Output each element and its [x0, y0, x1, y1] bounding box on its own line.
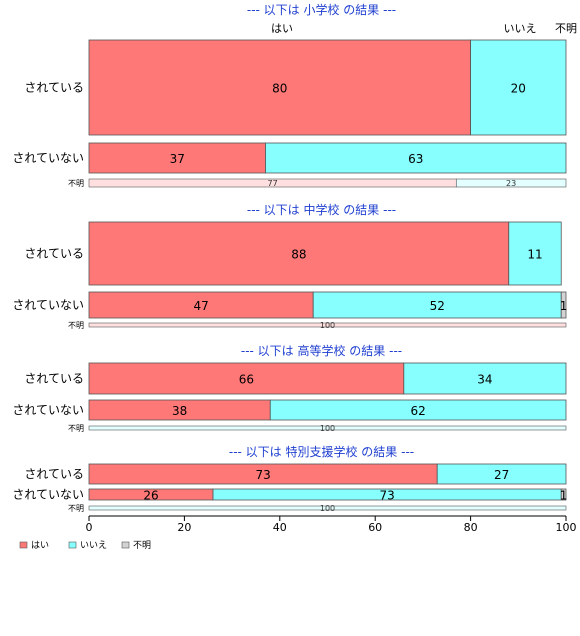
data-label: 73	[255, 468, 270, 482]
data-label: 1	[560, 299, 568, 313]
legend-label: いいえ	[80, 540, 107, 551]
bar-segment	[265, 142, 567, 174]
bar-segment	[88, 221, 510, 286]
data-label: 34	[477, 373, 492, 387]
row-label: 不明	[68, 321, 84, 330]
header-iie: いいえ	[504, 22, 537, 35]
data-label: 20	[511, 82, 526, 96]
bar-segment	[560, 488, 567, 501]
legend-swatch	[19, 541, 28, 549]
legend-swatch	[68, 541, 77, 549]
row-label: 不明	[68, 179, 84, 188]
data-label: 100	[320, 321, 335, 330]
row-label: されている	[24, 467, 84, 481]
bar-segment	[88, 142, 266, 174]
data-label: 47	[193, 299, 208, 313]
row-label: されている	[24, 247, 84, 261]
data-label: 62	[410, 404, 425, 418]
data-label: 26	[143, 489, 158, 503]
legend-label: はい	[31, 540, 49, 551]
bar-segment	[403, 362, 567, 395]
header-hai: はい	[271, 22, 293, 35]
data-label: 11	[527, 248, 542, 262]
data-label: 23	[506, 179, 516, 188]
panel-title: --- 以下は 特別支援学校 の結果 ---	[229, 444, 414, 459]
panel-title: --- 以下は 高等学校 の結果 ---	[241, 343, 402, 358]
header-fumei: 不明	[555, 22, 577, 35]
panel-title: --- 以下は 中学校 の結果 ---	[247, 202, 396, 217]
x-tick-label: 100	[556, 521, 577, 534]
bar-segment	[470, 39, 567, 136]
bar-segment	[88, 322, 567, 328]
data-label: 1	[560, 489, 568, 503]
bar-segment	[88, 39, 472, 136]
data-label: 100	[320, 504, 335, 513]
x-tick-label: 80	[464, 521, 478, 534]
row-label: 不明	[68, 424, 84, 433]
bar-segment	[436, 463, 567, 485]
row-label: されていない	[12, 403, 84, 417]
data-label: 38	[172, 404, 187, 418]
row-label: されている	[24, 372, 84, 386]
bar-segment	[560, 291, 567, 319]
panel-title: --- 以下は 小学校 の結果 ---	[247, 2, 396, 17]
data-label: 100	[320, 424, 335, 433]
data-label: 63	[408, 152, 423, 166]
row-label: 不明	[68, 504, 84, 513]
data-label: 27	[494, 468, 509, 482]
data-label: 73	[379, 489, 394, 503]
data-label: 37	[170, 152, 185, 166]
legend-swatch	[121, 541, 130, 549]
bar-segment	[88, 425, 567, 431]
x-tick-label: 40	[273, 521, 287, 534]
data-label: 77	[268, 179, 278, 188]
bar-segment	[508, 221, 562, 286]
x-tick-label: 20	[177, 521, 191, 534]
bar-segment	[455, 178, 567, 188]
row-label: されていない	[12, 298, 84, 312]
bar-segment	[88, 505, 567, 511]
row-label: されている	[24, 81, 84, 95]
x-tick-label: 60	[368, 521, 382, 534]
data-label: 66	[239, 373, 254, 387]
data-label: 88	[291, 248, 306, 262]
bar-segment	[269, 399, 567, 421]
data-label: 52	[430, 299, 445, 313]
data-label: 80	[272, 82, 287, 96]
x-tick-label: 0	[86, 521, 93, 534]
legend-label: 不明	[133, 540, 151, 551]
bar-segment	[88, 291, 314, 319]
row-label: されていない	[12, 488, 84, 502]
bar-segment	[312, 291, 562, 319]
row-label: されていない	[12, 151, 84, 165]
